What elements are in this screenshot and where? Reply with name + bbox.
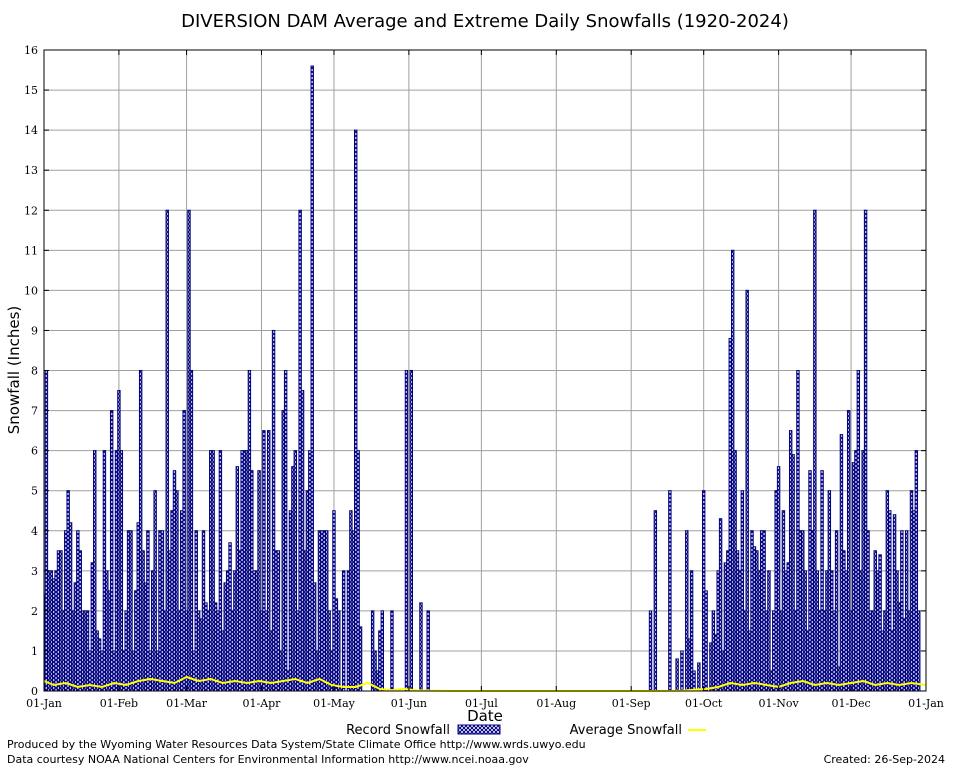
x-axis-label: Date bbox=[467, 707, 503, 725]
record-bar bbox=[283, 370, 288, 692]
x-tick-label: 01-Jul bbox=[465, 697, 498, 710]
y-tick-label: 9 bbox=[31, 324, 38, 337]
legend-average-label: Average Snowfall bbox=[570, 723, 682, 738]
y-tick-label: 8 bbox=[31, 365, 38, 378]
record-bar bbox=[697, 662, 701, 692]
record-bar bbox=[668, 490, 672, 692]
average-snowfall-line bbox=[43, 675, 927, 692]
record-bar bbox=[390, 610, 394, 692]
y-tick-label: 14 bbox=[24, 124, 38, 137]
y-tick-label: 1 bbox=[31, 645, 38, 658]
y-tick-label: 7 bbox=[31, 405, 38, 418]
record-bar bbox=[358, 626, 363, 692]
y-tick-label: 0 bbox=[31, 685, 38, 698]
y-tick-label: 6 bbox=[31, 445, 38, 458]
record-bar bbox=[653, 510, 658, 692]
record-bar bbox=[409, 370, 414, 692]
x-tick-label: 01-Feb bbox=[100, 697, 138, 710]
legend-record-swatch bbox=[457, 724, 501, 735]
footer-created: Created: 26-Sep-2024 bbox=[824, 753, 945, 766]
record-bar bbox=[648, 610, 653, 692]
record-bar bbox=[680, 650, 684, 692]
y-tick-label: 16 bbox=[24, 44, 38, 57]
x-tick-label: 01-May bbox=[313, 697, 356, 710]
x-tick-label: 01-Jun bbox=[391, 697, 427, 710]
y-tick-label: 4 bbox=[31, 525, 38, 538]
x-tick-label: 01-Jan bbox=[26, 697, 62, 710]
x-axis-ticks: 01-Jan 01-Feb 01-Mar 01-Apr 01-May 01-Jun 01-J… bbox=[26, 50, 944, 710]
record-bar bbox=[675, 658, 679, 692]
y-tick-label: 12 bbox=[24, 204, 38, 217]
record-bar bbox=[189, 370, 194, 692]
record-bar bbox=[426, 610, 430, 692]
y-tick-label: 13 bbox=[24, 164, 38, 177]
x-tick-label: 01-Apr bbox=[242, 697, 281, 710]
x-tick-label: 01-Nov bbox=[759, 697, 800, 710]
y-tick-label: 3 bbox=[31, 565, 38, 578]
record-snowfall-bars bbox=[43, 65, 921, 692]
x-tick-label: 01-Mar bbox=[166, 697, 208, 710]
y-tick-label: 2 bbox=[31, 605, 38, 618]
footer-courtesy: Data courtesy NOAA National Centers for … bbox=[7, 753, 529, 766]
x-tick-label: 01-Jan bbox=[908, 697, 944, 710]
record-bar bbox=[692, 670, 696, 692]
record-bar bbox=[917, 610, 921, 692]
x-tick-label: 01-Dec bbox=[831, 697, 870, 710]
y-tick-label: 5 bbox=[31, 485, 38, 498]
y-axis-label: Snowfall (Inches) bbox=[5, 306, 23, 434]
record-bar bbox=[380, 610, 385, 692]
record-bar bbox=[341, 570, 346, 692]
record-bar bbox=[109, 410, 114, 692]
y-tick-label: 15 bbox=[24, 84, 38, 97]
x-tick-label: 01-Aug bbox=[536, 697, 576, 710]
chart-title: DIVERSION DAM Average and Extreme Daily … bbox=[181, 11, 789, 32]
record-bar bbox=[704, 590, 708, 692]
x-tick-label: 01-Oct bbox=[685, 697, 723, 710]
record-bar bbox=[404, 370, 409, 692]
y-tick-label: 11 bbox=[24, 244, 38, 257]
footer-producer: Produced by the Wyoming Water Resources … bbox=[7, 738, 586, 751]
record-bar bbox=[337, 610, 341, 692]
legend-record-label: Record Snowfall bbox=[346, 723, 450, 738]
x-tick-label: 01-Sep bbox=[612, 697, 651, 710]
legend: Record Snowfall Average Snowfall bbox=[346, 723, 706, 738]
record-bar bbox=[419, 602, 423, 692]
y-tick-label: 10 bbox=[24, 284, 38, 297]
